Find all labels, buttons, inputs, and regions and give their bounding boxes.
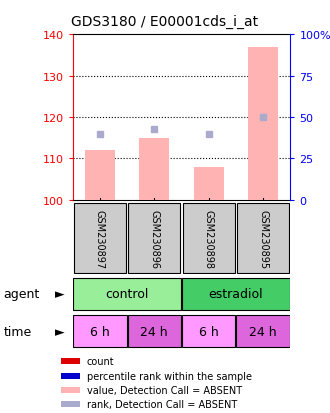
Bar — [61, 401, 80, 407]
Text: 6 h: 6 h — [199, 325, 218, 338]
Bar — [73, 278, 181, 310]
Bar — [128, 204, 181, 273]
Bar — [237, 204, 289, 273]
Bar — [73, 316, 126, 347]
Bar — [248, 47, 278, 200]
Text: 24 h: 24 h — [249, 325, 277, 338]
Text: control: control — [105, 288, 149, 301]
Bar — [61, 373, 80, 379]
Text: value, Detection Call = ABSENT: value, Detection Call = ABSENT — [86, 385, 242, 395]
Text: ►: ► — [54, 288, 64, 301]
Bar — [182, 204, 235, 273]
Text: GDS3180 / E00001cds_i_at: GDS3180 / E00001cds_i_at — [71, 14, 259, 28]
Bar — [85, 151, 115, 200]
Text: 6 h: 6 h — [90, 325, 110, 338]
Text: 24 h: 24 h — [141, 325, 168, 338]
Bar — [194, 167, 224, 200]
Text: time: time — [3, 325, 32, 338]
Bar — [237, 316, 290, 347]
Text: count: count — [86, 356, 114, 366]
Text: percentile rank within the sample: percentile rank within the sample — [86, 371, 251, 381]
Text: rank, Detection Call = ABSENT: rank, Detection Call = ABSENT — [86, 399, 237, 409]
Text: GSM230895: GSM230895 — [258, 209, 268, 268]
Bar — [139, 138, 169, 200]
Text: ►: ► — [54, 325, 64, 338]
Text: GSM230898: GSM230898 — [204, 209, 214, 268]
Text: estradiol: estradiol — [209, 288, 263, 301]
Bar — [128, 316, 181, 347]
Text: GSM230896: GSM230896 — [149, 209, 159, 268]
Bar — [61, 387, 80, 393]
Bar — [61, 358, 80, 364]
Bar — [182, 316, 235, 347]
Text: agent: agent — [3, 288, 40, 301]
Bar — [182, 278, 290, 310]
Bar — [74, 204, 126, 273]
Text: GSM230897: GSM230897 — [95, 209, 105, 268]
